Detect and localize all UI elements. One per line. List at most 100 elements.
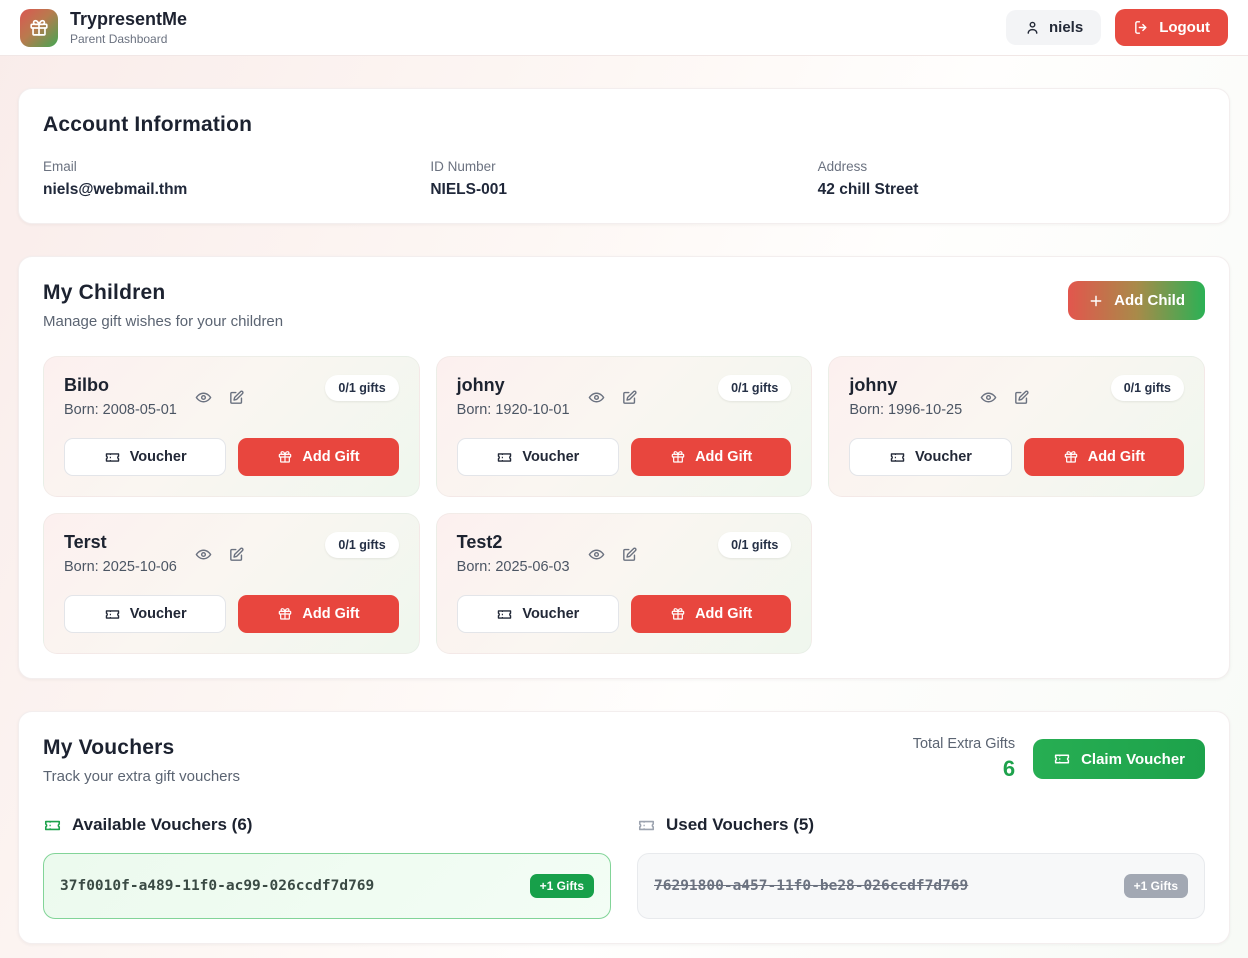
account-field-address: Address 42 chill Street — [818, 159, 1205, 199]
edit-child-icon[interactable] — [1013, 389, 1030, 406]
add-gift-button-label: Add Gift — [302, 606, 360, 622]
ticket-icon — [496, 606, 513, 623]
voucher-button-label: Voucher — [522, 449, 580, 465]
voucher-columns: Available Vouchers (6) 37f0010f-a489-11f… — [43, 815, 1205, 919]
voucher-gift-badge: +1 Gifts — [529, 874, 594, 898]
add-gift-button[interactable]: Add Gift — [238, 438, 399, 476]
child-card-actions: Voucher Add Gift — [64, 595, 399, 633]
child-card-header: Terst Born: 2025-10-06 0/1 gifts — [64, 532, 399, 575]
voucher-button[interactable]: Voucher — [64, 595, 227, 633]
voucher-button[interactable]: Voucher — [456, 595, 619, 633]
child-card: johny Born: 1996-10-25 0/1 gifts Voucher — [828, 356, 1205, 497]
voucher-code: 76291800-a457-11f0-be28-026ccdf7d769 — [654, 878, 969, 894]
child-name: Bilbo — [64, 375, 109, 395]
app-title: TrypresentMe — [70, 9, 188, 29]
child-card-actions: Voucher Add Gift — [456, 595, 792, 633]
view-child-icon[interactable] — [195, 389, 212, 406]
edit-child-icon[interactable] — [621, 546, 638, 563]
child-identity: Terst Born: 2025-10-06 — [64, 532, 177, 575]
account-fields: Email niels@webmail.thm ID Number NIELS-… — [43, 159, 1205, 199]
edit-child-icon[interactable] — [228, 546, 245, 563]
top-bar-actions: niels Logout — [1006, 9, 1228, 46]
top-bar: TrypresentMe Parent Dashboard niels Logo… — [0, 0, 1248, 56]
plus-icon — [1088, 293, 1104, 309]
child-card: Bilbo Born: 2008-05-01 0/1 gifts Voucher — [43, 356, 420, 497]
used-vouchers-label: Used Vouchers (5) — [666, 815, 815, 834]
total-extra-gifts-label: Total Extra Gifts — [912, 736, 1016, 752]
add-child-button[interactable]: Add Child — [1068, 281, 1205, 320]
available-voucher-item[interactable]: 37f0010f-a489-11f0-ac99-026ccdf7d769 +1 … — [43, 853, 611, 919]
edit-child-icon[interactable] — [621, 389, 638, 406]
gift-icon — [670, 606, 686, 622]
claim-voucher-label: Claim Voucher — [1081, 750, 1185, 768]
child-name: Terst — [64, 532, 107, 552]
child-card: Test2 Born: 2025-06-03 0/1 gifts Voucher — [435, 513, 813, 654]
logout-button[interactable]: Logout — [1115, 9, 1228, 46]
total-extra-gifts: Total Extra Gifts 6 — [913, 736, 1015, 782]
view-child-icon[interactable] — [980, 389, 997, 406]
total-extra-gifts-value: 6 — [1002, 756, 1016, 781]
user-menu-button[interactable]: niels — [1006, 10, 1102, 45]
voucher-button-label: Voucher — [129, 606, 187, 622]
view-child-icon[interactable] — [195, 546, 212, 563]
voucher-button-label: Voucher — [129, 449, 187, 465]
child-identity: Bilbo Born: 2008-05-01 — [64, 375, 177, 418]
ticket-icon — [637, 816, 656, 835]
add-gift-button[interactable]: Add Gift — [631, 438, 792, 476]
child-born-date: Born: 1920-10-01 — [456, 402, 570, 418]
voucher-code: 37f0010f-a489-11f0-ac99-026ccdf7d769 — [60, 878, 375, 894]
edit-child-icon[interactable] — [228, 389, 245, 406]
child-icon-actions — [195, 546, 245, 563]
gifts-count-badge: 0/1 gifts — [718, 375, 792, 401]
gifts-count-badge: 0/1 gifts — [1110, 375, 1184, 401]
gift-icon — [670, 449, 686, 465]
add-gift-button-label: Add Gift — [302, 449, 360, 465]
add-gift-button[interactable]: Add Gift — [238, 595, 399, 633]
page-content: Account Information Email niels@webmail.… — [0, 56, 1248, 944]
ticket-icon — [889, 449, 906, 466]
voucher-button[interactable]: Voucher — [456, 438, 619, 476]
my-children-card: My Children Manage gift wishes for your … — [18, 256, 1230, 679]
ticket-icon — [496, 449, 513, 466]
voucher-button[interactable]: Voucher — [64, 438, 227, 476]
add-gift-button[interactable]: Add Gift — [631, 595, 792, 633]
child-born-date: Born: 2025-10-06 — [64, 559, 177, 575]
child-born-date: Born: 1996-10-25 — [849, 402, 963, 418]
app-logo — [20, 8, 58, 47]
view-child-icon[interactable] — [588, 546, 605, 563]
voucher-button-label: Voucher — [915, 449, 972, 465]
gift-icon — [277, 606, 293, 622]
logout-label: Logout — [1159, 19, 1210, 36]
account-field-id: ID Number NIELS-001 — [430, 159, 817, 199]
voucher-button[interactable]: Voucher — [849, 438, 1012, 476]
claim-voucher-button[interactable]: Claim Voucher — [1033, 739, 1205, 779]
field-value: 42 chill Street — [817, 181, 919, 198]
child-born-date: Born: 2025-06-03 — [456, 559, 570, 575]
vouchers-header-right: Total Extra Gifts 6 Claim Voucher — [913, 736, 1205, 782]
my-vouchers-subtitle: Track your extra gift vouchers — [43, 768, 241, 785]
ticket-icon — [43, 816, 62, 835]
gift-icon — [28, 17, 50, 39]
child-icon-actions — [980, 389, 1030, 406]
children-grid: Bilbo Born: 2008-05-01 0/1 gifts Voucher — [43, 356, 1205, 654]
child-identity: johny Born: 1996-10-25 — [849, 375, 962, 418]
field-label: Address — [817, 159, 868, 174]
gift-icon — [1063, 449, 1079, 465]
my-children-titles: My Children Manage gift wishes for your … — [43, 281, 283, 330]
ticket-icon — [104, 606, 121, 623]
add-gift-button[interactable]: Add Gift — [1023, 438, 1184, 476]
used-vouchers-heading: Used Vouchers (5) — [637, 815, 1205, 835]
ticket-icon — [104, 449, 121, 466]
child-card-header: johny Born: 1920-10-01 0/1 gifts — [457, 375, 792, 418]
field-label: ID Number — [430, 159, 496, 174]
add-child-label: Add Child — [1114, 292, 1185, 309]
user-icon — [1024, 19, 1041, 36]
available-vouchers-label: Available Vouchers (6) — [72, 815, 253, 834]
used-voucher-item: 76291800-a457-11f0-be28-026ccdf7d769 +1 … — [637, 853, 1205, 919]
child-identity: Test2 Born: 2025-06-03 — [457, 532, 570, 575]
child-card-header: Test2 Born: 2025-06-03 0/1 gifts — [457, 532, 792, 575]
child-card-header: johny Born: 1996-10-25 0/1 gifts — [849, 375, 1184, 418]
account-field-email: Email niels@webmail.thm — [43, 159, 430, 199]
child-born-date: Born: 2008-05-01 — [64, 402, 177, 418]
view-child-icon[interactable] — [588, 389, 605, 406]
